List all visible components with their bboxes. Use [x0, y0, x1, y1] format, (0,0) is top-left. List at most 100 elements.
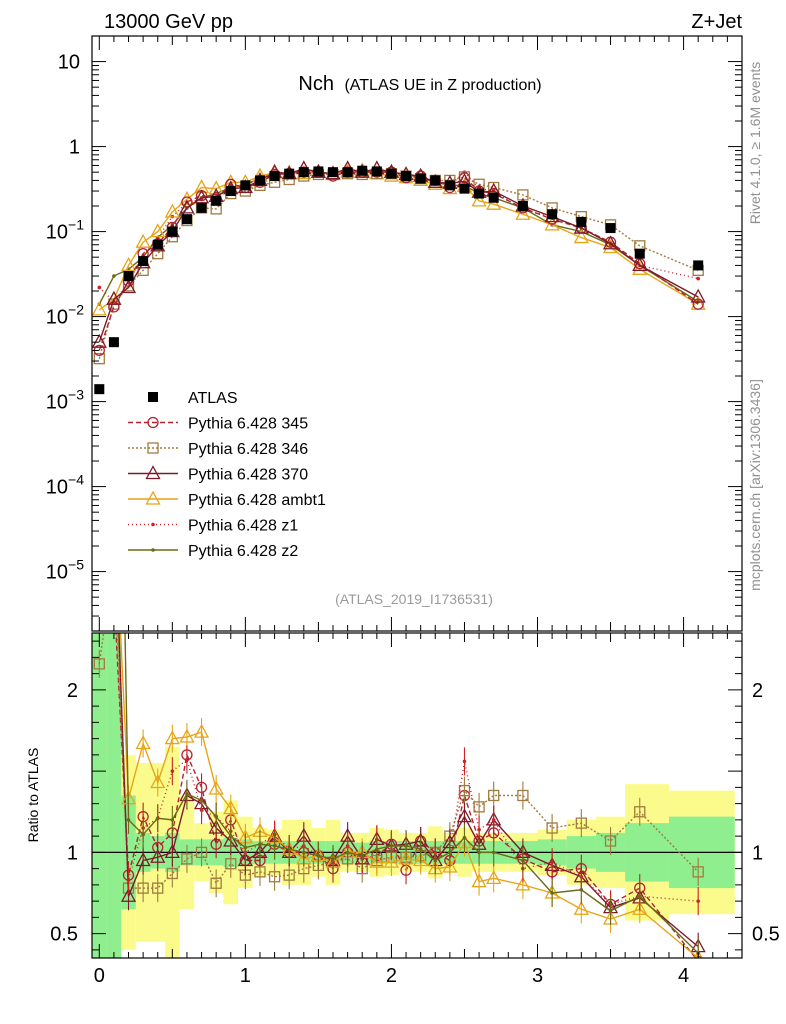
- main-y-tick-label: 10−1: [46, 217, 84, 244]
- ratio-data-point: [135, 852, 151, 867]
- ratio-data-point: [185, 792, 189, 796]
- legend-marker: [148, 392, 158, 402]
- ratio-series-line: [98, 633, 699, 889]
- ratio-data-point: [210, 877, 222, 889]
- ratio-data-point: [141, 832, 145, 837]
- main-data-point: [632, 257, 648, 272]
- ratio-data-point: [462, 759, 467, 764]
- main-data-point: [328, 167, 339, 178]
- ratio-series-line: [118, 633, 699, 948]
- main-series-line: [98, 171, 699, 351]
- ratio-data-point: [486, 870, 502, 885]
- ratio-data-point: [258, 842, 262, 847]
- ratio-data-point: [170, 818, 175, 822]
- legend-label: Pythia 6.428 ambt1: [188, 492, 326, 509]
- ratio-data-point: [418, 847, 423, 851]
- main-data-point: [486, 195, 502, 210]
- main-y-tick-base: 10: [46, 222, 68, 244]
- ratio-data-point: [573, 900, 589, 915]
- ratio-data-point: [389, 844, 394, 848]
- main-data-point: [298, 167, 309, 178]
- main-data-point: [602, 235, 619, 250]
- rivet-version-label: Rivet 4.1.0, ≥ 1.6M events: [747, 62, 763, 225]
- ratio-data-point: [398, 850, 414, 865]
- ratio-data-point: [283, 869, 295, 881]
- ratio-data-point: [696, 899, 700, 903]
- ratio-y-tick-label-right: 0.5: [752, 924, 780, 946]
- legend-label: Pythia 6.428 370: [188, 467, 308, 484]
- main-series-4: [92, 162, 706, 316]
- ratio-data-point: [442, 858, 458, 873]
- ratio-data-point: [546, 822, 558, 834]
- ratio-data-point: [550, 891, 554, 895]
- source-label: mcplots.cern.ch [arXiv:1306.3436]: [747, 379, 763, 591]
- main-data-point: [106, 290, 122, 305]
- main-data-point: [120, 279, 137, 294]
- main-data-point: [430, 175, 441, 186]
- ratio-data-point: [135, 735, 151, 750]
- ratio-y-tick-label: 0.5: [50, 924, 78, 946]
- main-data-point: [488, 192, 499, 203]
- main-data-point: [123, 271, 134, 282]
- legend-label: ATLAS: [188, 390, 238, 407]
- ratio-data-point: [225, 858, 237, 870]
- main-data-point: [181, 214, 192, 225]
- ratio-data-point: [491, 850, 496, 855]
- main-series-3: [92, 160, 706, 348]
- main-data-point: [692, 298, 704, 310]
- main-data-point: [696, 276, 700, 281]
- ratio-data-point: [179, 728, 195, 743]
- main-data-point: [515, 205, 531, 220]
- main-data-point: [690, 288, 706, 303]
- main-data-point: [371, 166, 382, 177]
- ratio-data-point: [199, 798, 204, 803]
- ratio-frame: [91, 632, 743, 959]
- x-tick-label: 0: [94, 965, 105, 987]
- main-data-point: [181, 196, 193, 208]
- ratio-data-point: [488, 789, 500, 802]
- ratio-data-point: [287, 847, 291, 851]
- main-data-point: [415, 173, 426, 184]
- legend-marker: [147, 416, 159, 429]
- ratio-data-point: [360, 853, 365, 858]
- ratio-band-green: [106, 633, 122, 958]
- main-y-tick-base: 10: [46, 392, 68, 414]
- ratio-data-point: [517, 789, 529, 802]
- main-data-point: [254, 175, 265, 186]
- ratio-band-green: [92, 633, 107, 958]
- ratio-data-point: [208, 780, 224, 795]
- main-data-point: [544, 216, 560, 231]
- ratio-y-tick-label-right: 2: [752, 680, 763, 702]
- ratio-data-point: [316, 853, 321, 858]
- main-data-point: [284, 168, 295, 179]
- main-data-point: [97, 285, 102, 290]
- main-series-2: [93, 168, 704, 365]
- legend-label: Pythia 6.428 346: [188, 441, 308, 458]
- ratio-data-point: [150, 848, 166, 863]
- main-data-point: [240, 180, 251, 191]
- legend-label: Pythia 6.428 z1: [188, 518, 298, 535]
- main-series-line: [98, 167, 699, 343]
- main-data-point: [401, 171, 412, 182]
- ratio-data-point: [254, 866, 266, 878]
- main-title: Nch (ATLAS UE in Z production): [298, 73, 541, 95]
- ratio-data-point: [301, 850, 306, 855]
- x-tick-label: 1: [240, 965, 251, 987]
- ratio-axis-label: Ratio to ATLAS: [25, 748, 41, 843]
- ratio-data-point: [164, 844, 180, 859]
- ratio-data-point: [693, 949, 703, 958]
- ratio-series-line: [115, 633, 697, 958]
- legend-marker: [151, 522, 155, 527]
- legend-entry: Pythia 6.428 z1: [128, 518, 298, 535]
- legend-marker: [145, 490, 161, 505]
- main-data-point: [164, 203, 180, 218]
- legend-entry: Pythia 6.428 z2: [128, 543, 298, 560]
- ratio-data-point: [120, 887, 137, 902]
- ratio-data-point: [448, 850, 452, 855]
- ratio-series-4: [117, 633, 700, 919]
- ratio-data-point: [550, 860, 554, 864]
- x-tick-label: 3: [532, 965, 543, 987]
- ratio-panel: 2 2 1 1 0.5 0.5 0 1 2 3 4 Ratio to ATLAS: [25, 632, 780, 987]
- ratio-series-line: [124, 633, 699, 954]
